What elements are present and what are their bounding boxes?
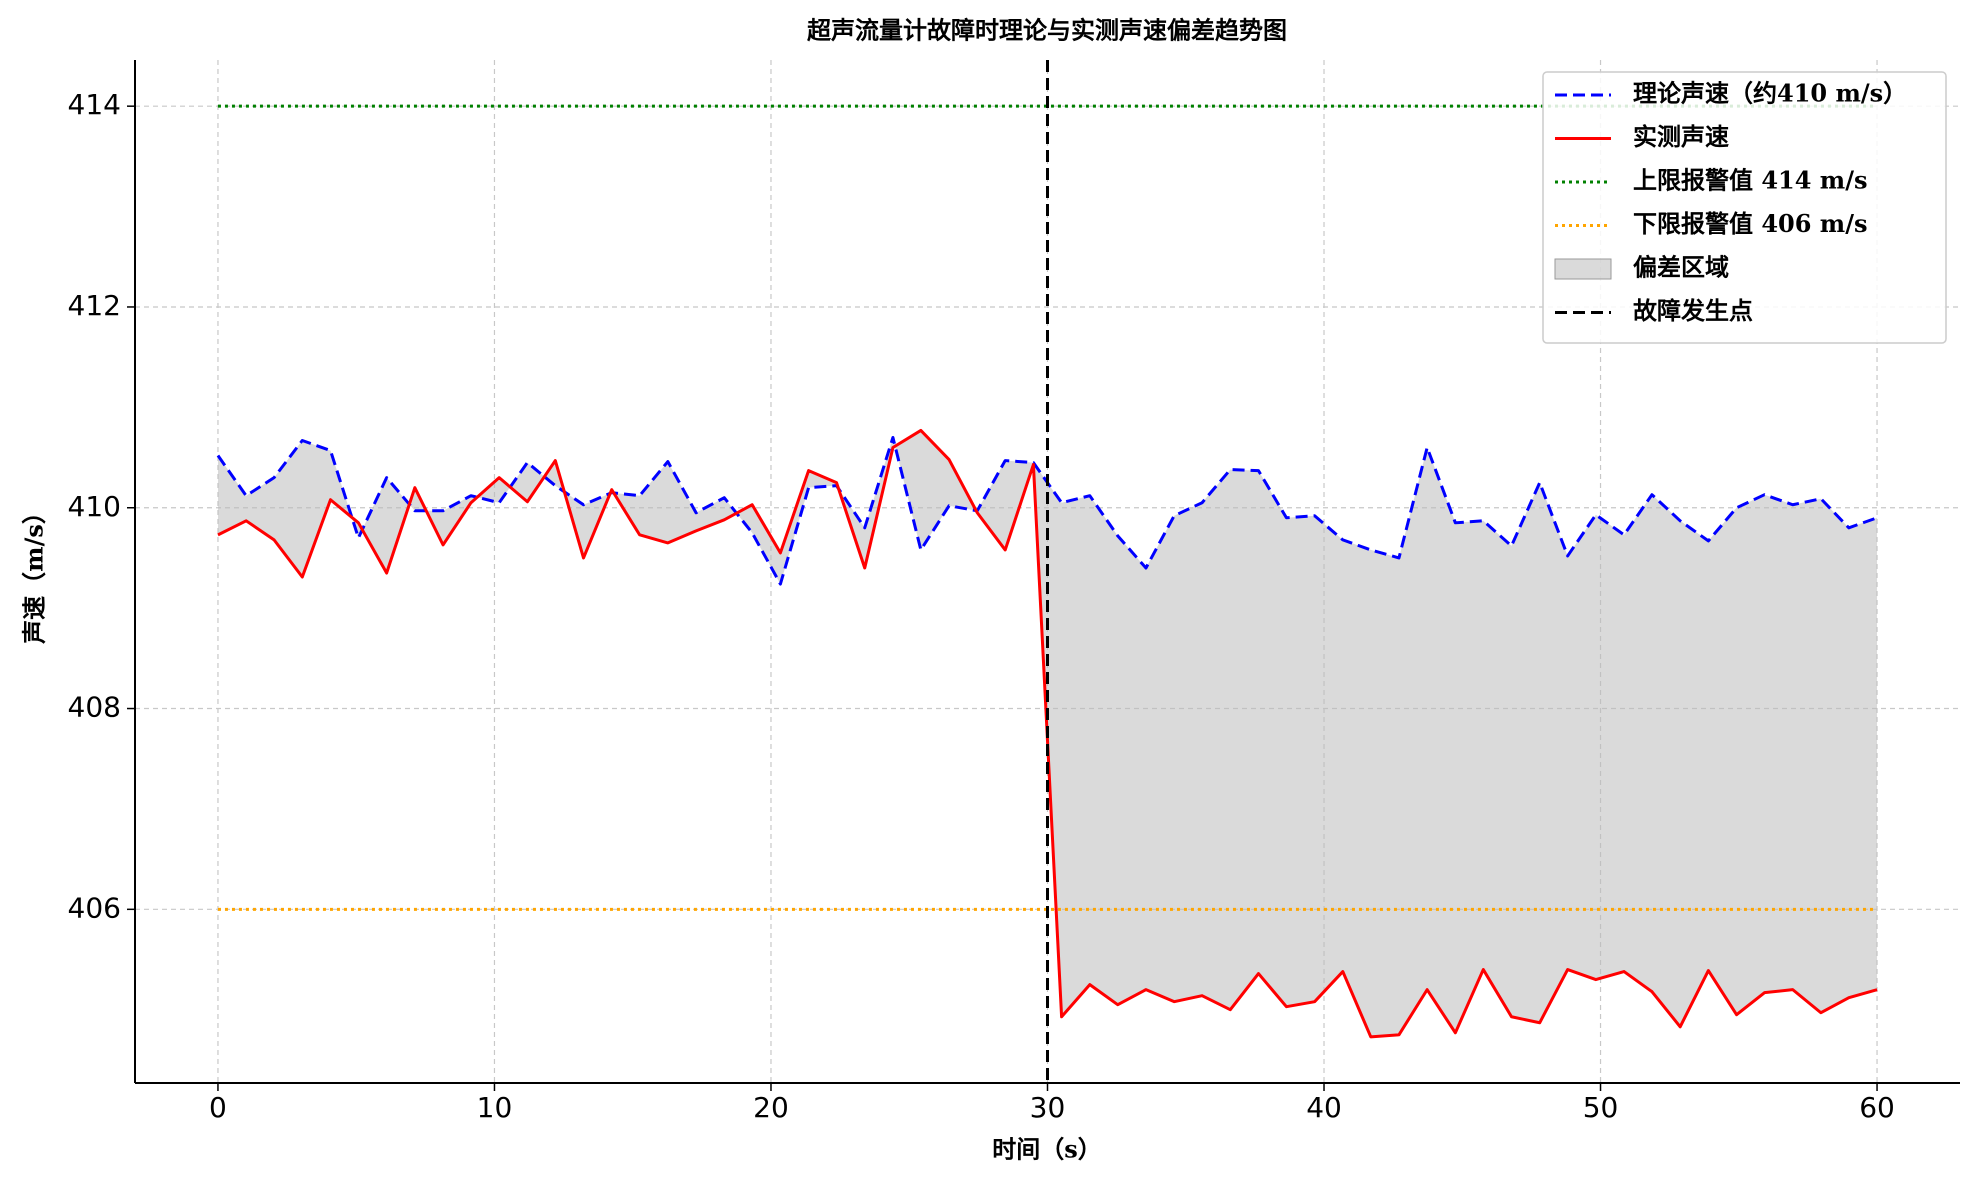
legend-box (1542, 71, 1947, 344)
y-tick-label: 412 (68, 289, 121, 322)
series-line (217, 428, 1878, 1039)
y-tick-label: 406 (68, 891, 121, 924)
legend-label: 故障发生点 (1633, 296, 1753, 325)
x-tick-label: 20 (753, 1091, 789, 1124)
y-tick-label: 414 (68, 88, 121, 121)
legend-label: 理论声速（约410 m/s） (1633, 79, 1907, 108)
chart-title: 超声流量计故障时理论与实测声速偏差趋势图 (807, 16, 1287, 45)
y-tick-label: 410 (68, 490, 121, 523)
x-tick-label: 40 (1306, 1091, 1342, 1124)
legend-label: 上限报警值 414 m/s (1633, 166, 1867, 195)
y-axis-label: 声速（m/s） (20, 500, 49, 645)
x-axis-label: 时间（s） (992, 1135, 1102, 1164)
x-tick-label: 60 (1859, 1091, 1895, 1124)
x-tick-label: 10 (477, 1091, 513, 1124)
y-tick-label: 408 (68, 691, 121, 724)
legend-label: 下限报警值 406 m/s (1633, 209, 1867, 238)
x-tick-label: 0 (209, 1091, 227, 1124)
legend-key (1554, 258, 1612, 280)
legend-label: 偏差区域 (1633, 253, 1729, 282)
x-tick-label: 50 (1583, 1091, 1619, 1124)
legend-label: 实测声速 (1633, 122, 1729, 151)
x-tick-label: 30 (1030, 1091, 1066, 1124)
